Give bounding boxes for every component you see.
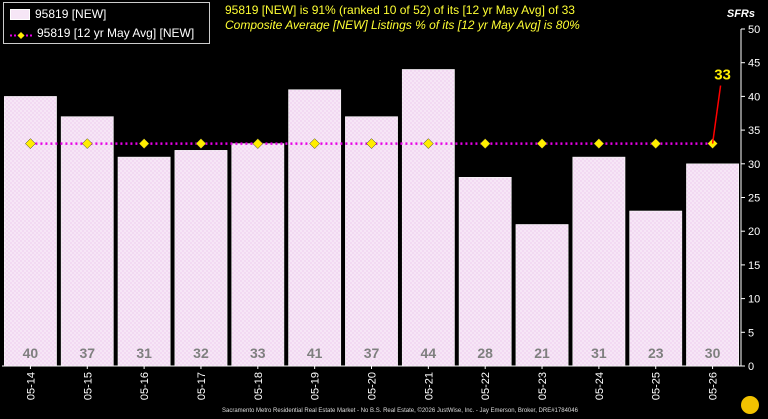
bar — [572, 156, 626, 367]
x-tick-label: 05-26 — [708, 372, 720, 400]
avg-marker — [422, 138, 434, 149]
avg-marker — [309, 138, 321, 149]
legend-item-bar: 95819 [NEW] — [10, 7, 106, 21]
bar — [401, 69, 455, 367]
legend-swatch-bar — [10, 9, 30, 21]
legend-swatch-avg — [10, 29, 32, 40]
avg-marker — [138, 138, 150, 149]
bar-value-label: 37 — [79, 345, 95, 361]
bar-value-label: 23 — [648, 345, 664, 361]
x-tick-label: 05-22 — [480, 372, 492, 400]
avg-marker — [366, 138, 377, 149]
x-tick-label: 05-19 — [310, 372, 322, 400]
bar-value-label: 31 — [591, 345, 607, 361]
bar-value-label: 41 — [307, 345, 323, 361]
logo-icon — [741, 396, 759, 414]
x-tick-label: 05-15 — [82, 372, 94, 400]
x-tick-label: 05-17 — [196, 372, 208, 400]
y-tick-label: 20 — [748, 226, 760, 238]
legend-item-avg: 95819 [12 yr May Avg] [NEW] — [10, 26, 194, 40]
y-tick-label: 10 — [748, 294, 760, 306]
bar — [231, 143, 285, 367]
legend-label-avg: 95819 [12 yr May Avg] [NEW] — [37, 26, 195, 40]
y-tick-label: 50 — [748, 24, 760, 36]
y-tick-label: 25 — [748, 193, 760, 205]
avg-marker — [25, 138, 36, 149]
bar-value-label: 31 — [136, 345, 152, 361]
y-tick-label: 45 — [748, 58, 760, 70]
y-tick-label: 35 — [748, 125, 760, 137]
legend-label-bar: 95819 [NEW] — [35, 7, 107, 21]
x-tick-label: 05-23 — [537, 372, 549, 400]
bar-value-label: 21 — [534, 345, 550, 361]
y-tick-label: 15 — [748, 260, 760, 272]
x-tick-label: 05-14 — [25, 372, 37, 400]
bar — [288, 89, 342, 367]
x-tick-label: 05-21 — [423, 372, 435, 400]
bar-value-label: 37 — [364, 345, 380, 361]
avg-marker — [252, 138, 264, 149]
bar — [629, 210, 683, 367]
y-tick-label: 0 — [748, 361, 754, 373]
bar — [174, 150, 228, 367]
x-tick-label: 05-20 — [367, 372, 379, 400]
callout-label: 33 — [714, 67, 731, 84]
bar-value-label: 40 — [23, 345, 39, 361]
footer-credit: Sacramento Metro Residential Real Estate… — [222, 408, 578, 414]
chart-title: 95819 [NEW] is 91% (ranked 10 of 52) of … — [225, 3, 575, 17]
callout-line — [711, 85, 722, 144]
x-tick-label: 05-25 — [651, 372, 663, 400]
bar — [458, 177, 512, 367]
bar — [686, 163, 739, 367]
avg-marker — [81, 138, 93, 149]
x-tick-label: 05-16 — [139, 372, 151, 400]
y-tick-label: 40 — [748, 91, 760, 103]
bar-value-label: 30 — [705, 345, 721, 361]
bar-value-label: 44 — [421, 345, 437, 361]
x-tick-label: 05-18 — [253, 372, 265, 400]
x-tick-label: 05-24 — [594, 372, 606, 400]
bar-value-label: 33 — [250, 345, 266, 361]
avg-marker — [479, 138, 491, 149]
bar-value-label: 28 — [477, 345, 493, 361]
y-tick-label: 5 — [748, 327, 754, 339]
bar — [60, 116, 114, 367]
y-axis-label: SFRs — [726, 8, 755, 20]
chart-subtitle: Composite Average [NEW] Listings % of it… — [225, 18, 580, 32]
legend: 95819 [NEW] 95819 [12 yr May Avg] [NEW] — [3, 2, 210, 44]
bar — [117, 156, 171, 367]
bar-value-label: 32 — [193, 345, 209, 361]
avg-marker — [593, 138, 605, 149]
bar — [4, 96, 57, 367]
bar — [345, 116, 398, 367]
avg-marker — [650, 138, 662, 149]
avg-marker — [536, 138, 548, 149]
avg-marker — [195, 138, 207, 149]
y-tick-label: 30 — [748, 159, 760, 171]
